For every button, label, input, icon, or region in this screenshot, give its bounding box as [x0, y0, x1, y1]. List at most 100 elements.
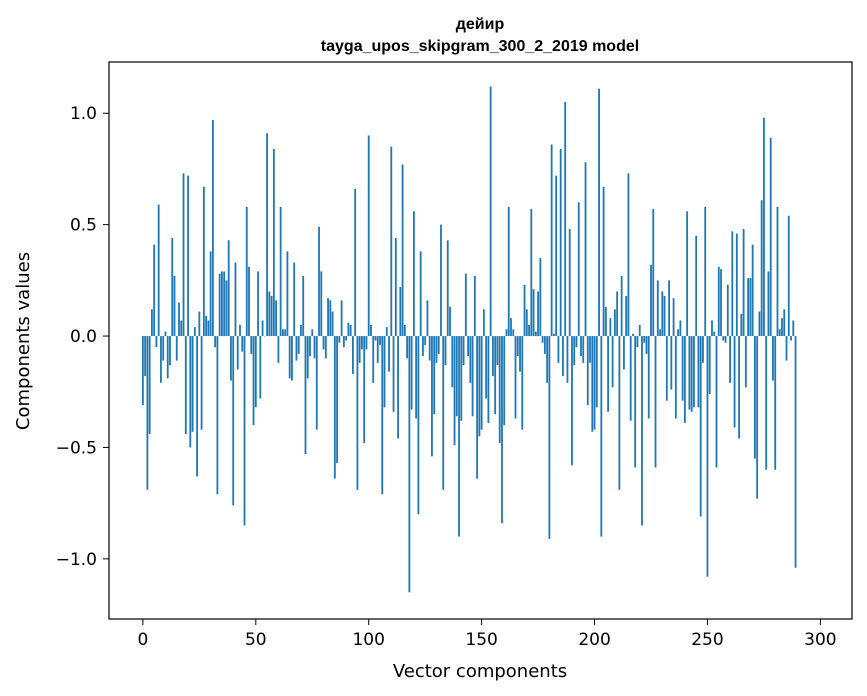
bar-component-116 — [403, 324, 406, 337]
bar-component-5 — [153, 244, 156, 337]
bar-component-210 — [616, 291, 619, 337]
bar-component-101 — [370, 324, 372, 337]
bar-component-199 — [591, 336, 594, 432]
bar-component-50 — [254, 336, 257, 408]
bar-component-83 — [329, 300, 332, 337]
bar-component-85 — [333, 336, 336, 479]
bar-component-177 — [541, 336, 544, 343]
bar-component-170 — [525, 309, 528, 337]
bar-component-265 — [740, 313, 743, 337]
bar-component-266 — [742, 229, 745, 337]
bar-component-9 — [162, 336, 165, 361]
bar-component-171 — [528, 324, 530, 337]
bar-component-184 — [557, 336, 560, 363]
bar-component-126 — [426, 300, 429, 337]
bar-component-112 — [394, 238, 397, 337]
bar-component-90 — [345, 336, 348, 341]
bar-component-221 — [641, 336, 643, 526]
bar-component-14 — [173, 275, 176, 337]
bar-component-93 — [352, 336, 354, 374]
bar-component-100 — [367, 135, 370, 337]
bar-component-94 — [354, 189, 357, 337]
bar-component-31 — [211, 119, 214, 337]
bar-component-27 — [202, 186, 205, 337]
bar-component-99 — [365, 336, 368, 350]
bar-component-4 — [151, 309, 153, 337]
bar-component-66 — [291, 336, 293, 381]
bar-component-73 — [306, 336, 309, 379]
bar-component-156 — [494, 336, 497, 415]
bar-component-172 — [530, 209, 533, 337]
bar-component-1 — [144, 336, 147, 377]
bar-component-104 — [376, 336, 379, 363]
bar-component-23 — [193, 327, 196, 337]
bar-component-249 — [704, 206, 707, 337]
bar-component-205 — [604, 307, 607, 337]
bar-component-26 — [200, 336, 203, 430]
bar-component-35 — [221, 271, 223, 337]
bar-component-218 — [634, 336, 637, 468]
bar-component-193 — [577, 202, 580, 337]
bar-component-107 — [383, 336, 386, 408]
bar-component-187 — [564, 102, 567, 337]
bar-component-91 — [347, 322, 350, 337]
bar-component-147 — [473, 275, 476, 337]
bar-component-164 — [512, 329, 515, 337]
bar-component-68 — [295, 336, 298, 361]
x-tick-label: 50 — [245, 630, 267, 650]
bar-component-238 — [679, 320, 682, 337]
bar-component-149 — [478, 336, 481, 437]
bar-component-92 — [349, 324, 352, 337]
bar-component-118 — [408, 336, 411, 593]
bar-component-18 — [182, 173, 185, 337]
x-tick-label: 300 — [804, 630, 836, 650]
bar-component-216 — [629, 336, 632, 421]
bar-component-264 — [738, 336, 740, 439]
bar-component-213 — [623, 336, 625, 370]
bar-component-139 — [455, 336, 458, 417]
bar-component-75 — [311, 329, 314, 337]
bar-component-61 — [279, 206, 282, 337]
bar-component-25 — [198, 311, 201, 337]
x-tick-label: 0 — [137, 630, 148, 650]
bar-component-12 — [169, 336, 171, 365]
chart-title: дейир — [456, 16, 505, 33]
bar-component-182 — [552, 333, 555, 337]
bar-component-37 — [225, 280, 228, 337]
bar-component-256 — [720, 269, 722, 337]
bar-component-114 — [399, 287, 402, 337]
bar-component-220 — [638, 324, 641, 337]
bar-component-274 — [760, 200, 763, 337]
bar-component-228 — [656, 280, 659, 337]
bar-component-151 — [482, 309, 485, 337]
bar-component-124 — [422, 336, 424, 357]
bar-component-106 — [381, 336, 384, 495]
bar-component-119 — [410, 336, 413, 410]
bar-component-154 — [489, 86, 492, 337]
bar-component-239 — [681, 336, 684, 401]
bar-component-211 — [618, 336, 621, 490]
bar-component-224 — [647, 336, 650, 419]
bar-component-161 — [505, 329, 508, 337]
bar-component-148 — [476, 336, 479, 479]
bar-component-260 — [729, 336, 731, 383]
bar-component-186 — [562, 336, 564, 377]
bar-component-77 — [315, 336, 318, 430]
bar-component-32 — [214, 336, 217, 348]
bar-component-262 — [733, 336, 736, 428]
y-tick-label: −0.5 — [56, 438, 97, 458]
bar-component-255 — [717, 266, 720, 337]
bar-component-51 — [257, 271, 259, 337]
bar-component-135 — [446, 240, 449, 337]
bar-component-217 — [632, 333, 634, 337]
bar-component-109 — [388, 336, 390, 372]
bar-component-120 — [412, 211, 415, 337]
bar-component-96 — [358, 336, 361, 363]
bar-component-157 — [496, 336, 499, 365]
bar-component-272 — [756, 336, 759, 499]
x-tick-label: 150 — [465, 630, 497, 650]
bar-component-22 — [191, 336, 194, 432]
bar-component-2 — [146, 336, 149, 490]
bar-component-89 — [342, 336, 345, 348]
bar-component-78 — [318, 226, 320, 337]
